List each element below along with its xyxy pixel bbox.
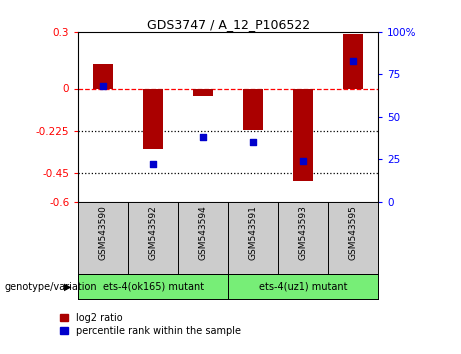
- Text: GSM543595: GSM543595: [349, 205, 358, 260]
- Title: GDS3747 / A_12_P106522: GDS3747 / A_12_P106522: [147, 18, 310, 31]
- Bar: [228, 274, 378, 299]
- Point: [100, 84, 107, 89]
- Text: ▶: ▶: [64, 282, 71, 292]
- Bar: [143, 88, 163, 149]
- Legend: log2 ratio, percentile rank within the sample: log2 ratio, percentile rank within the s…: [60, 313, 241, 336]
- Text: GSM543592: GSM543592: [149, 205, 158, 260]
- Text: ets-4(uz1) mutant: ets-4(uz1) mutant: [259, 282, 347, 292]
- Text: GSM543594: GSM543594: [199, 205, 208, 260]
- Bar: [343, 34, 363, 88]
- Point: [249, 139, 257, 145]
- Text: GSM543591: GSM543591: [248, 205, 258, 260]
- Bar: [78, 274, 228, 299]
- Bar: [93, 64, 113, 88]
- Text: ets-4(ok165) mutant: ets-4(ok165) mutant: [103, 282, 204, 292]
- Bar: [243, 88, 263, 130]
- Point: [200, 135, 207, 140]
- Bar: [293, 88, 313, 181]
- Text: genotype/variation: genotype/variation: [5, 282, 97, 292]
- Point: [349, 58, 357, 64]
- Bar: [193, 88, 213, 96]
- Text: GSM543593: GSM543593: [299, 205, 307, 260]
- Point: [300, 158, 307, 164]
- Point: [150, 161, 157, 167]
- Text: GSM543590: GSM543590: [99, 205, 108, 260]
